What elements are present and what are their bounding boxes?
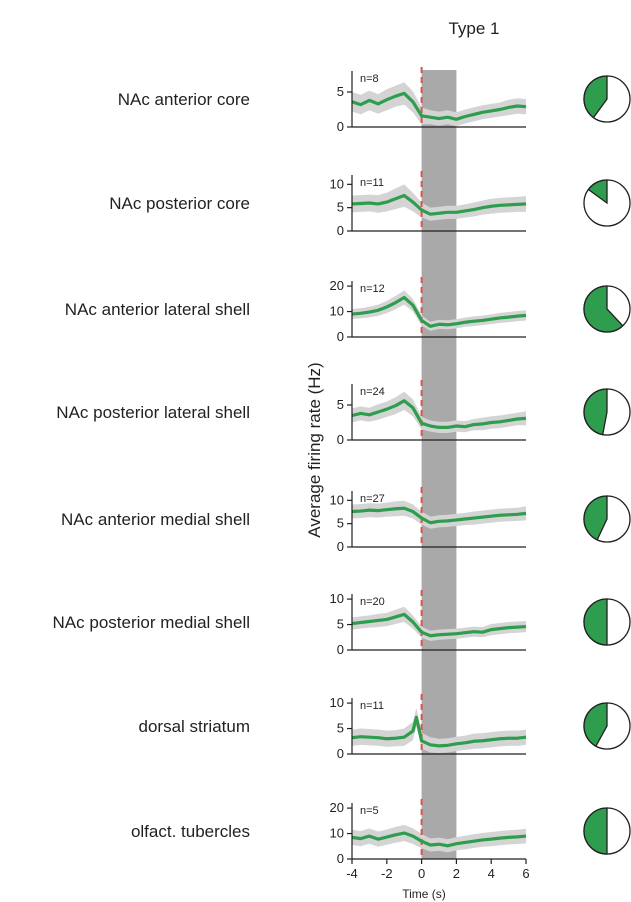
mean-line (351, 506, 527, 525)
panels: NAc anterior core 0 5 n=8 NAc posterior core… (53, 67, 527, 866)
pie-slice (583, 598, 608, 646)
region-label: NAc anterior medial shell (61, 510, 250, 529)
pie-1 (583, 179, 631, 227)
y-tick-label: 5 (337, 721, 344, 736)
y-tick-label: 5 (337, 516, 344, 531)
mean-line (351, 831, 527, 848)
pie-5 (583, 598, 631, 646)
x-tick-label: -2 (381, 866, 393, 881)
pie-4 (583, 495, 631, 543)
sem-band (352, 82, 526, 127)
y-tick-label: 5 (337, 84, 344, 99)
y-tick-label: 10 (330, 826, 344, 841)
y-tick-label: 10 (330, 176, 344, 191)
mean-line (351, 715, 527, 748)
region-label: olfact. tubercles (131, 822, 250, 841)
n-label: n=12 (360, 283, 385, 295)
pie-7 (583, 807, 631, 855)
pie-2 (583, 285, 631, 333)
region-label: dorsal striatum (139, 717, 250, 736)
n-label: n=24 (360, 386, 385, 398)
y-tick-label: 10 (330, 304, 344, 319)
x-axis-label: Time (s) (402, 887, 446, 901)
mean-line (351, 399, 527, 429)
n-label: n=8 (360, 73, 379, 85)
pie-slice (583, 388, 608, 436)
region-label: NAc anterior core (118, 90, 250, 109)
panel-3: NAc posterior lateral shell 0 5 n=24 (56, 380, 527, 447)
pie-slice (583, 75, 608, 119)
panel-5: NAc posterior medial shell 0 5 10 n=20 (53, 590, 527, 657)
n-label: n=27 (360, 493, 385, 505)
n-label: n=5 (360, 805, 379, 817)
y-tick-label: 0 (337, 119, 344, 134)
x-axis: -4 -2 0 2 4 6 (346, 859, 530, 881)
n-label: n=11 (360, 177, 384, 189)
stimulus-shade (421, 70, 457, 859)
pie-6 (583, 702, 631, 750)
sem-band (352, 184, 526, 221)
x-tick-label: 0 (418, 866, 425, 881)
region-label: NAc posterior lateral shell (56, 403, 250, 422)
x-tick-label: -4 (346, 866, 358, 881)
y-tick-label: 10 (330, 591, 344, 606)
panel-6: dorsal striatum 0 5 10 n=11 (139, 694, 527, 761)
mean-line (351, 295, 527, 328)
figure-title: Type 1 (448, 19, 499, 38)
panel-7: olfact. tubercles 0 10 20 n=5 (131, 799, 527, 866)
region-label: NAc posterior core (109, 194, 250, 213)
y-tick-label: 10 (330, 492, 344, 507)
x-tick-label: 4 (488, 866, 495, 881)
pie-3 (583, 388, 631, 436)
panel-2: NAc anterior lateral shell 0 10 20 n=12 (65, 277, 527, 344)
y-tick-label: 5 (337, 617, 344, 632)
pie-0 (583, 75, 631, 123)
y-tick-label: 20 (330, 800, 344, 815)
sem-band (352, 824, 526, 853)
pie-slice (583, 807, 608, 855)
y-tick-label: 10 (330, 695, 344, 710)
x-tick-label: 2 (453, 866, 460, 881)
y-tick-label: 0 (337, 329, 344, 344)
y-tick-label: 5 (337, 200, 344, 215)
y-tick-label: 0 (337, 851, 344, 866)
pie-slice (583, 495, 608, 541)
pie-slice (587, 179, 608, 205)
y-tick-label: 5 (337, 397, 344, 412)
mean-line (351, 612, 527, 638)
region-label: NAc anterior lateral shell (65, 300, 250, 319)
panel-1: NAc posterior core 0 5 10 n=11 (109, 171, 527, 238)
y-tick-label: 0 (337, 746, 344, 761)
region-label: NAc posterior medial shell (53, 613, 250, 632)
panel-0: NAc anterior core 0 5 n=8 (118, 67, 527, 134)
x-tick-label: 6 (522, 866, 529, 881)
y-tick-label: 0 (337, 432, 344, 447)
y-tick-label: 0 (337, 642, 344, 657)
n-label: n=20 (360, 596, 385, 608)
mean-line (351, 91, 527, 121)
y-tick-label: 20 (330, 278, 344, 293)
pie-slice (583, 285, 624, 333)
panel-4: NAc anterior medial shell 0 5 10 n=27 (61, 487, 527, 554)
y-tick-label: 0 (337, 223, 344, 238)
n-label: n=11 (360, 700, 384, 712)
pies (583, 75, 631, 855)
mean-line (351, 193, 527, 216)
y-axis-label: Average firing rate (Hz) (305, 362, 324, 537)
pie-slice (583, 702, 608, 748)
y-tick-label: 0 (337, 539, 344, 554)
